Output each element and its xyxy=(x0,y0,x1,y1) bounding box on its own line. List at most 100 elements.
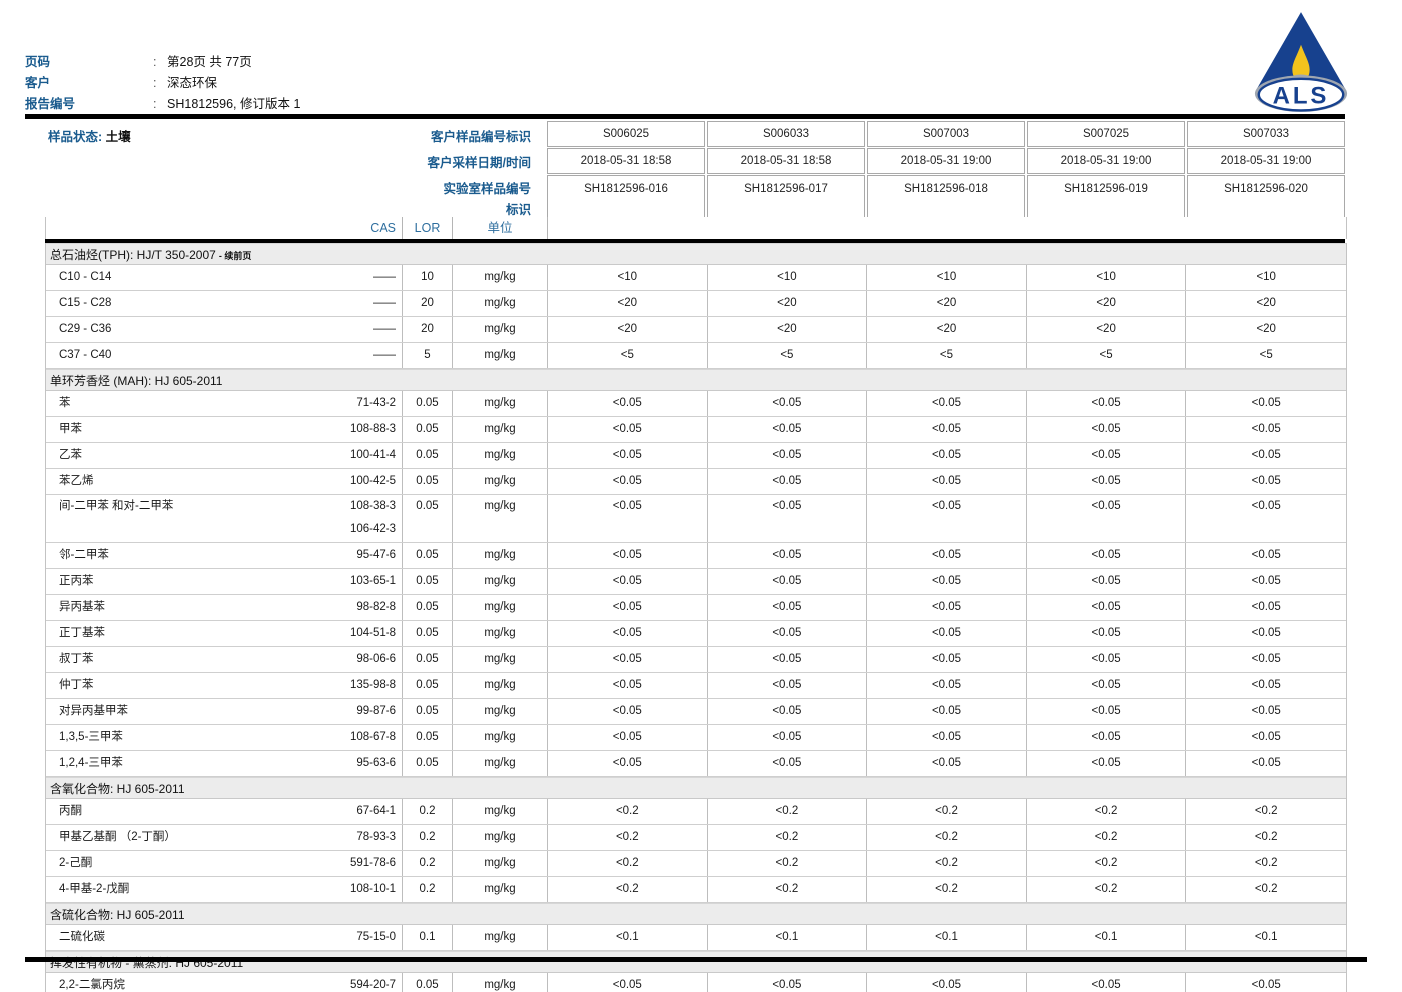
result-value-cell: <5 xyxy=(867,343,1027,368)
result-value-cell: <0.1 xyxy=(867,925,1027,950)
result-value-cell: <20 xyxy=(1027,291,1187,316)
result-value-cell: <0.05 xyxy=(1027,417,1187,442)
result-value-cell: <0.05 xyxy=(1251,423,1281,435)
result-value-cell: <20 xyxy=(1027,317,1187,342)
meta-row-client: 客户 : 深态环保 xyxy=(25,73,300,94)
lor-cell: 0.05 xyxy=(403,725,453,750)
cas-line: —— xyxy=(373,349,396,361)
client-sample-id: S006025 xyxy=(547,121,705,147)
result-value-cell: <20 xyxy=(1256,297,1276,309)
analyte-name-cell: 乙苯 xyxy=(59,449,82,461)
client-sample-id: S006033 xyxy=(707,121,865,147)
result-value-cell: <0.05 xyxy=(1251,549,1281,561)
unit-cell: mg/kg xyxy=(453,647,548,672)
lor-cell: 0.2 xyxy=(403,851,453,876)
result-value-cell: <0.05 xyxy=(1027,495,1187,542)
analyte-row: C29 - C36 —— 20 mg/kg <20 <20 <20 <20 <20 xyxy=(46,317,1346,343)
cas-cell: 95-47-6 xyxy=(296,543,403,568)
result-value-cell: <0.2 xyxy=(867,877,1027,902)
section-title-suffix: - 续前页 xyxy=(218,251,252,261)
result-value-cell: <0.05 xyxy=(867,391,1027,416)
als-logo-icon: ALS xyxy=(1253,10,1349,114)
method-section-header: 含氧化合物: HJ 605-2011 xyxy=(46,777,1346,799)
lor-cell: 0.05 xyxy=(403,621,453,646)
analyte-row: 邻-二甲苯 95-47-6 0.05 mg/kg <0.05 <0.05 <0.05 <0.0… xyxy=(46,543,1346,569)
cas-line: 108-67-8 xyxy=(349,731,396,743)
result-value-cell: <0.05 xyxy=(867,673,1027,698)
result-value-cell: <0.05 xyxy=(1251,731,1281,743)
bottom-divider xyxy=(25,957,1367,962)
lor-cell: 0.05 xyxy=(403,417,453,442)
analyte-name-cell: 1,2,4-三甲苯 xyxy=(59,757,123,769)
result-value-cell: <0.05 xyxy=(548,391,708,416)
result-value-cell: <0.05 xyxy=(548,595,708,620)
report-meta: 页码 : 第28页 共 77页 客户 : 深态环保 报告编号 : SH18125… xyxy=(25,52,300,115)
lor-cell: 0.05 xyxy=(403,469,453,494)
lor-cell: 0.2 xyxy=(403,825,453,850)
result-value-cell: <0.05 xyxy=(1027,673,1187,698)
cas-line: —— xyxy=(373,297,396,309)
result-value-cell: <0.05 xyxy=(1027,725,1187,750)
header-divider xyxy=(45,239,1345,243)
analyte-name-cell: 对异丙基甲苯 xyxy=(59,705,128,717)
result-value-cell: <0.05 xyxy=(548,725,708,750)
result-value-cell: <0.1 xyxy=(548,925,708,950)
section-title: 含硫化合物: HJ 605-2011 xyxy=(50,908,185,922)
cas-column-header: CAS xyxy=(296,217,403,239)
unit-cell: mg/kg xyxy=(453,495,548,542)
result-value-cell: <0.05 xyxy=(708,621,868,646)
result-value-cell: <0.05 xyxy=(708,443,868,468)
cas-cell: 104-51-8 xyxy=(296,621,403,646)
unit-cell: mg/kg xyxy=(453,851,548,876)
cas-line: —— xyxy=(373,271,396,283)
analyte-row: 2,2-二氯丙烷 594-20-7 0.05 mg/kg <0.05 <0.05 <0.05… xyxy=(46,973,1346,992)
meta-label: 页码 xyxy=(25,55,51,69)
analyte-row: 叔丁苯 98-06-6 0.05 mg/kg <0.05 <0.05 <0.05 <0.05 <… xyxy=(46,647,1346,673)
result-value-cell: <0.05 xyxy=(1251,627,1281,639)
result-value-cell: <0.05 xyxy=(867,543,1027,568)
analyte-row: 异丙基苯 98-82-8 0.05 mg/kg <0.05 <0.05 <0.05 <0.05… xyxy=(46,595,1346,621)
result-value-cell: <0.2 xyxy=(548,851,708,876)
analyte-row: 正丙苯 103-65-1 0.05 mg/kg <0.05 <0.05 <0.05 <0.05… xyxy=(46,569,1346,595)
client-sample-id: S007003 xyxy=(867,121,1025,147)
cas-cell: 100-41-4 xyxy=(296,443,403,468)
unit-cell: mg/kg xyxy=(453,569,548,594)
result-value-cell: <10 xyxy=(708,265,868,290)
unit-cell: mg/kg xyxy=(453,595,548,620)
analyte-row: 乙苯 100-41-4 0.05 mg/kg <0.05 <0.05 <0.05 <0.05 <… xyxy=(46,443,1346,469)
unit-cell: mg/kg xyxy=(453,443,548,468)
analyte-row: 二硫化碳 75-15-0 0.1 mg/kg <0.1 <0.1 <0.1 <0.1 <0.1 xyxy=(46,925,1346,951)
cas-cell: 95-63-6 xyxy=(296,751,403,776)
lor-cell: 10 xyxy=(403,265,453,290)
analyte-row: C15 - C28 —— 20 mg/kg <20 <20 <20 <20 <20 xyxy=(46,291,1346,317)
analyte-name-cell: 仲丁苯 xyxy=(59,679,94,691)
lor-cell: 0.05 xyxy=(403,543,453,568)
analyte-name-cell: 二硫化碳 xyxy=(59,931,105,943)
result-value-cell: <0.05 xyxy=(867,647,1027,672)
cas-line: —— xyxy=(373,323,396,335)
result-value-cell: <0.05 xyxy=(867,973,1027,992)
result-value-cell: <0.05 xyxy=(1251,475,1281,487)
analyte-row: 间-二甲苯 和对-二甲苯 108-38-3 106-42-3 0.05 mg/kg <0.… xyxy=(46,495,1346,543)
result-value-cell: <0.05 xyxy=(548,443,708,468)
analyte-name-cell: C15 - C28 xyxy=(59,297,112,309)
top-divider xyxy=(25,114,1345,119)
result-value-cell: <0.05 xyxy=(548,543,708,568)
cas-cell: 108-88-3 xyxy=(296,417,403,442)
label-lab-sample-id: 实验室样品编号 xyxy=(443,182,531,196)
analyte-results-table: 总石油烃(TPH): HJ/T 350-2007- 续前页 C10 - C14 ——… xyxy=(45,243,1347,992)
cas-cell: 98-82-8 xyxy=(296,595,403,620)
result-value-cell: <0.05 xyxy=(1027,569,1187,594)
cas-line: 99-87-6 xyxy=(356,705,396,717)
result-value-cell: <0.05 xyxy=(548,673,708,698)
unit-cell: mg/kg xyxy=(453,265,548,290)
result-value-cell: <0.2 xyxy=(1254,857,1278,869)
result-value-cell: <20 xyxy=(708,317,868,342)
result-value-cell: <0.05 xyxy=(708,647,868,672)
analyte-row: 丙酮 67-64-1 0.2 mg/kg <0.2 <0.2 <0.2 <0.2 <0.2 xyxy=(46,799,1346,825)
result-value-cell: <0.2 xyxy=(867,825,1027,850)
result-value-cell: <0.05 xyxy=(867,751,1027,776)
result-value-cell: <0.05 xyxy=(708,391,868,416)
analyte-name-cell: 甲基乙基酮 （2-丁酮） xyxy=(59,831,176,843)
cas-cell: 108-10-1 xyxy=(296,877,403,902)
